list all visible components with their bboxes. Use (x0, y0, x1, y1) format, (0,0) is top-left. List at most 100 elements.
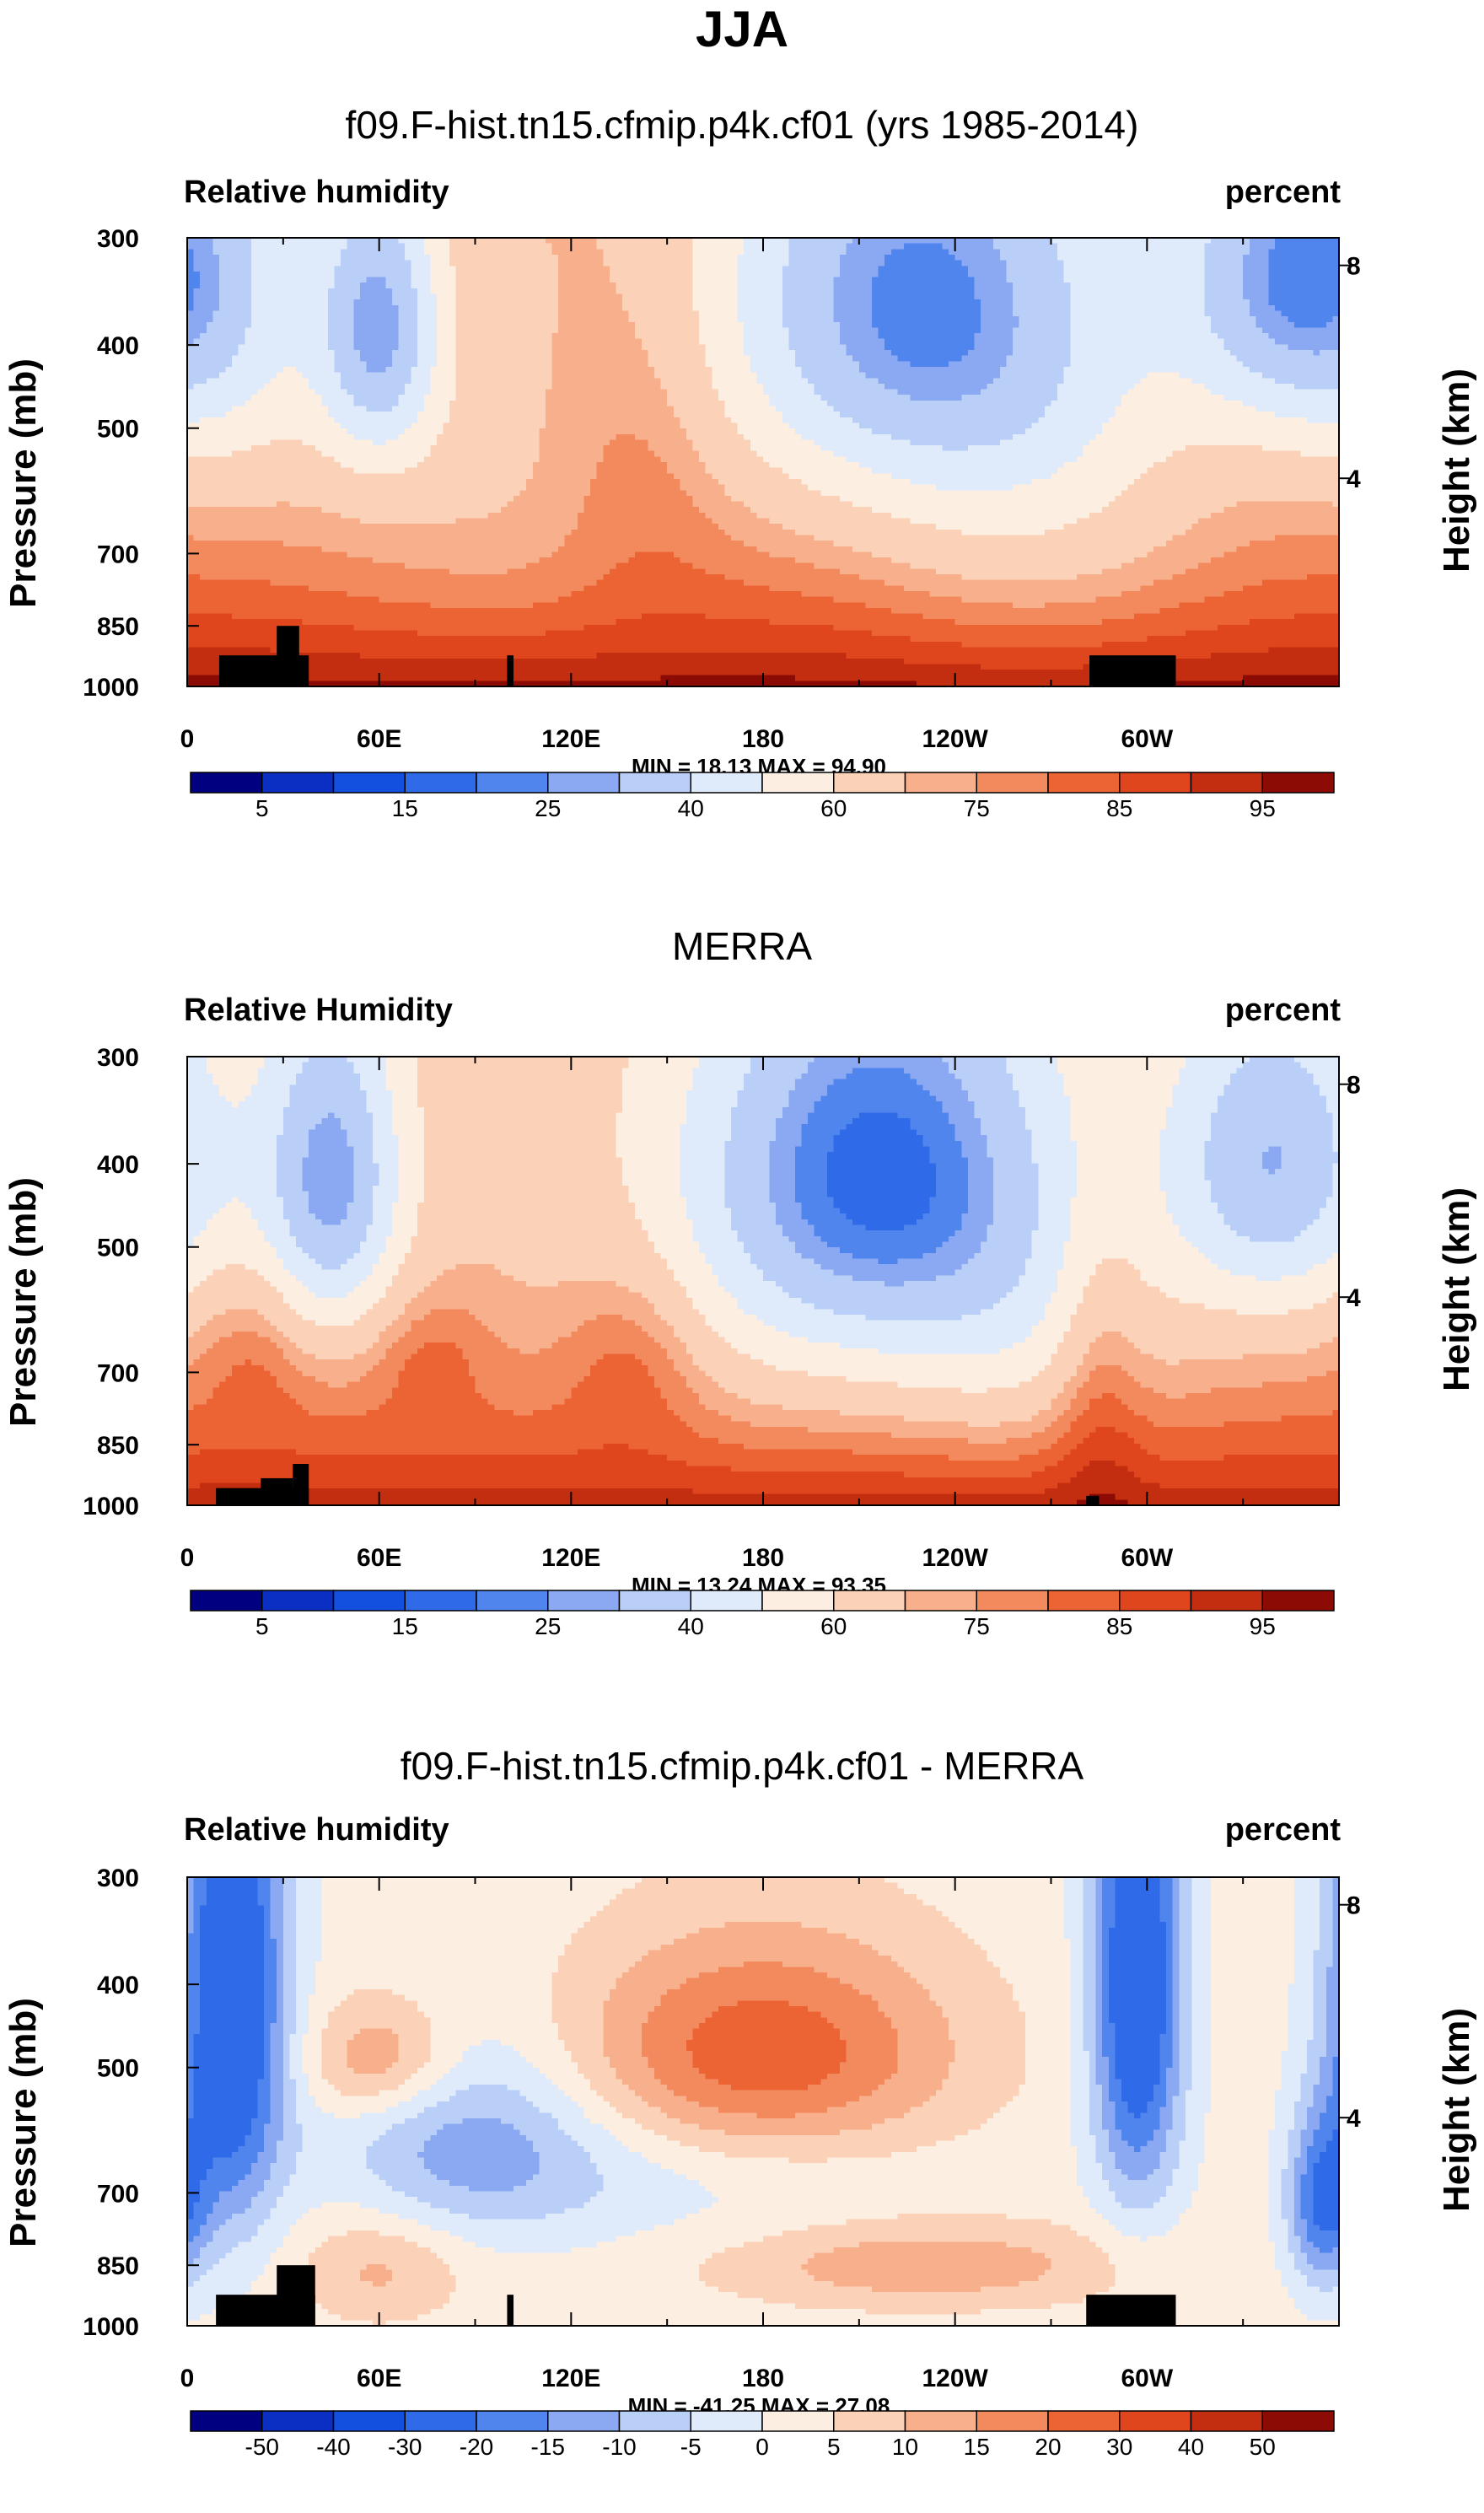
colorbar-swatch-14 (1119, 1590, 1192, 1612)
colorbar-label: -20 (460, 2434, 493, 2460)
x-tick-label: 60W (1121, 2365, 1173, 2392)
units-label: percent (1225, 993, 1342, 1028)
units-label: percent (1225, 1812, 1342, 1848)
topography-block-3 (507, 2295, 514, 2326)
chart-panel-1: f09.F-hist.tn15.cfmip.p4k.cf01 (yrs 1985… (3, 103, 1477, 821)
colorbar-swatch-5 (476, 1590, 549, 1612)
colorbar-swatch-4 (404, 1590, 477, 1612)
y2-tick-label: 8 (1347, 253, 1361, 281)
colorbar-swatch-6 (547, 772, 621, 794)
colorbar-label: 50 (1250, 2434, 1276, 2460)
y-tick-label: 850 (97, 2252, 139, 2280)
topography-block-2 (277, 2265, 315, 2326)
x-tick-label: 120E (541, 2365, 600, 2392)
colorbar-swatch-14 (1119, 2410, 1192, 2432)
colorbar-label: -40 (316, 2434, 350, 2460)
colorbar-swatch-6 (547, 2410, 621, 2432)
colorbar-label: 25 (535, 1613, 561, 1639)
x-tick-label: 120W (922, 725, 988, 753)
x-tick-label: 60W (1121, 1544, 1173, 1572)
colorbar-label: 15 (964, 2434, 990, 2460)
x-tick-label: 120E (541, 725, 600, 753)
colorbar-swatch-15 (1190, 1590, 1263, 1612)
y-tick-label: 1000 (83, 674, 139, 702)
colorbar-swatch-9 (761, 2410, 835, 2432)
colorbar-swatch-3 (332, 1590, 406, 1612)
y2-axis-title: Height (km) (1436, 2008, 1477, 2212)
colorbar-swatch-15 (1190, 2410, 1263, 2432)
colorbar-swatch-3 (332, 772, 406, 794)
colorbar-label: 15 (392, 1613, 418, 1639)
colorbar-label: 95 (1250, 1613, 1276, 1639)
colorbar-swatch-13 (1047, 2410, 1121, 2432)
colorbar-label: 5 (255, 1613, 269, 1639)
y-tick-label: 300 (97, 1865, 139, 1892)
topography-block-3 (293, 1463, 309, 1505)
colorbar-label: 5 (255, 795, 269, 821)
colorbar-swatch-11 (904, 772, 977, 794)
colorbar-swatch-2 (261, 2410, 335, 2432)
y-axis-title: Pressure (mb) (3, 1998, 44, 2247)
colorbar-label: -30 (388, 2434, 422, 2460)
colorbar-label: 40 (1178, 2434, 1204, 2460)
colorbar-label: 60 (820, 1613, 847, 1639)
colorbar-label: 75 (964, 795, 990, 821)
x-tick-label: 120W (922, 2365, 988, 2392)
y-tick-label: 1000 (83, 1493, 139, 1520)
x-tick-label: 0 (180, 2365, 195, 2392)
colorbar-label: 20 (1035, 2434, 1061, 2460)
colorbar-swatch-13 (1047, 772, 1121, 794)
x-tick-label: 60E (357, 2365, 401, 2392)
y-axis-title: Pressure (mb) (3, 1177, 44, 1427)
colorbar-swatch-12 (976, 1590, 1049, 1612)
y-tick-label: 400 (97, 1972, 139, 1999)
topography-block-3 (507, 655, 514, 686)
colorbar-swatch-2 (261, 1590, 335, 1612)
panel-title: MERRA (672, 924, 812, 968)
y-tick-label: 850 (97, 1432, 139, 1460)
panels: f09.F-hist.tn15.cfmip.p4k.cf01 (yrs 1985… (3, 103, 1477, 2460)
colorbar-label: 75 (964, 1613, 990, 1639)
y-tick-label: 500 (97, 2055, 139, 2083)
colorbar-swatch-10 (833, 2410, 906, 2432)
colorbar-label: 85 (1106, 795, 1132, 821)
colorbar-label: 25 (535, 795, 561, 821)
y-tick-label: 500 (97, 1235, 139, 1262)
y-tick-label: 400 (97, 1151, 139, 1179)
colorbar-swatch-6 (547, 1590, 621, 1612)
y2-axis-title: Height (km) (1436, 1187, 1477, 1391)
colorbar-swatch-11 (904, 1590, 977, 1612)
contour-field (187, 1877, 1339, 2326)
y-tick-label: 400 (97, 332, 139, 360)
colorbar-label: 15 (392, 795, 418, 821)
panel-title: f09.F-hist.tn15.cfmip.p4k.cf01 - MERRA (401, 1744, 1084, 1788)
colorbar-swatch-1 (190, 2410, 263, 2432)
colorbar-label: 85 (1106, 1613, 1132, 1639)
colorbar-swatch-13 (1047, 1590, 1121, 1612)
colorbar-swatch-1 (190, 1590, 263, 1612)
colorbar-swatch-9 (761, 1590, 835, 1612)
colorbar-swatch-12 (976, 772, 1049, 794)
chart-panel-2: MERRA Relative Humidity percent 0 60E 120E 180… (3, 924, 1477, 1639)
colorbar-swatch-4 (404, 2410, 477, 2432)
colorbar-label: 40 (678, 1613, 704, 1639)
contour-field (187, 1057, 1339, 1505)
x-tick-label: 180 (742, 725, 784, 753)
field-name-label: Relative humidity (184, 175, 449, 210)
colorbar-swatch-10 (833, 772, 906, 794)
x-tick-label: 60E (357, 725, 401, 753)
y-tick-label: 850 (97, 613, 139, 641)
y2-tick-label: 4 (1347, 465, 1361, 493)
colorbar-swatch-16 (1261, 2410, 1335, 2432)
colorbar-swatch-10 (833, 1590, 906, 1612)
colorbar-swatch-3 (332, 2410, 406, 2432)
colorbar-swatch-2 (261, 772, 335, 794)
colorbar-label: -15 (531, 2434, 565, 2460)
x-tick-label: 60W (1121, 725, 1173, 753)
colorbar-swatch-7 (618, 2410, 691, 2432)
x-tick-label: 60E (357, 1544, 401, 1572)
colorbar-swatch-7 (618, 772, 691, 794)
field-name-label: Relative Humidity (184, 993, 453, 1028)
